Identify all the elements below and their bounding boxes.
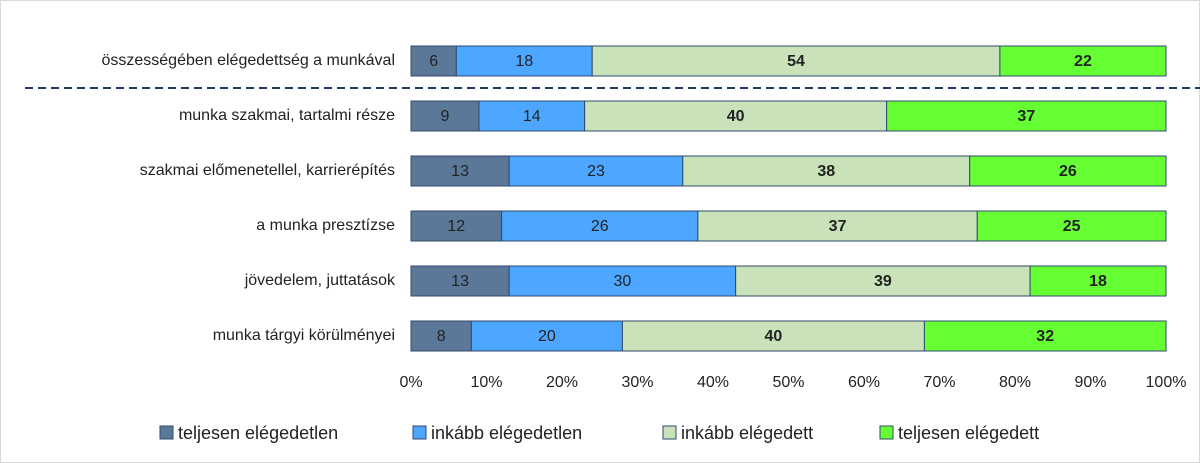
category-label: jövedelem, juttatások bbox=[244, 272, 396, 289]
data-label: 54 bbox=[787, 53, 805, 70]
bar-segment bbox=[410, 155, 510, 187]
data-label: 37 bbox=[829, 218, 847, 235]
x-tick-label: 90% bbox=[1074, 374, 1106, 391]
x-tick-label: 80% bbox=[999, 374, 1031, 391]
legend-swatch bbox=[879, 425, 894, 440]
legend-label: inkább elégedett bbox=[681, 423, 813, 443]
data-label: 13 bbox=[451, 163, 469, 180]
bar-segment bbox=[410, 265, 510, 297]
data-label: 40 bbox=[727, 108, 745, 125]
bar-segment bbox=[501, 210, 699, 242]
legend-swatch bbox=[662, 425, 677, 440]
x-tick-label: 0% bbox=[399, 374, 422, 391]
data-label: 38 bbox=[817, 163, 835, 180]
legend-label: teljesen elégedetlen bbox=[178, 423, 338, 443]
bar-segment bbox=[735, 265, 1031, 297]
bar-segment bbox=[886, 100, 1167, 132]
legend-label: teljesen elégedett bbox=[898, 423, 1039, 443]
x-tick-label: 10% bbox=[470, 374, 502, 391]
data-label: 6 bbox=[429, 53, 438, 70]
category-label: munka szakmai, tartalmi része bbox=[179, 107, 395, 124]
data-label: 23 bbox=[587, 163, 605, 180]
category-label: a munka presztízse bbox=[256, 217, 395, 234]
data-label: 26 bbox=[591, 218, 609, 235]
data-label: 37 bbox=[1017, 108, 1035, 125]
bar-segment bbox=[697, 210, 978, 242]
bar-segment bbox=[410, 45, 457, 77]
bar-segment bbox=[976, 210, 1167, 242]
x-tick-label: 20% bbox=[546, 374, 578, 391]
data-label: 18 bbox=[1089, 273, 1107, 290]
bar-segment bbox=[923, 320, 1167, 352]
x-tick-label: 60% bbox=[848, 374, 880, 391]
bar-segment bbox=[1029, 265, 1167, 297]
data-label: 13 bbox=[451, 273, 469, 290]
data-label: 12 bbox=[447, 218, 465, 235]
bar-segment bbox=[508, 265, 737, 297]
data-label: 32 bbox=[1036, 328, 1054, 345]
x-tick-label: 40% bbox=[697, 374, 729, 391]
x-tick-label: 50% bbox=[772, 374, 804, 391]
category-label: összességében elégedettség a munkával bbox=[101, 52, 395, 69]
data-label: 40 bbox=[765, 328, 783, 345]
x-tick-label: 70% bbox=[923, 374, 955, 391]
bar-segment bbox=[621, 320, 925, 352]
legend-swatch bbox=[159, 425, 174, 440]
bar-segment bbox=[455, 45, 593, 77]
x-tick-label: 30% bbox=[621, 374, 653, 391]
data-label: 20 bbox=[538, 328, 556, 345]
data-label: 39 bbox=[874, 273, 892, 290]
x-tick-label: 100% bbox=[1146, 374, 1187, 391]
data-label: 26 bbox=[1059, 163, 1077, 180]
data-label: 22 bbox=[1074, 53, 1092, 70]
category-label: munka tárgyi körülményei bbox=[213, 327, 395, 344]
data-label: 25 bbox=[1063, 218, 1081, 235]
bar-segment bbox=[508, 155, 684, 187]
bar-segment bbox=[999, 45, 1167, 77]
data-label: 14 bbox=[523, 108, 541, 125]
bar-segment bbox=[969, 155, 1167, 187]
data-label: 9 bbox=[441, 108, 450, 125]
legend-swatch bbox=[412, 425, 427, 440]
data-label: 8 bbox=[437, 328, 446, 345]
data-label: 30 bbox=[614, 273, 632, 290]
bar-segment bbox=[410, 210, 503, 242]
legend-label: inkább elégedetlen bbox=[431, 423, 582, 443]
bar-segment bbox=[470, 320, 623, 352]
data-label: 18 bbox=[515, 53, 533, 70]
category-label: szakmai előmenetellel, karrierépítés bbox=[140, 162, 395, 179]
